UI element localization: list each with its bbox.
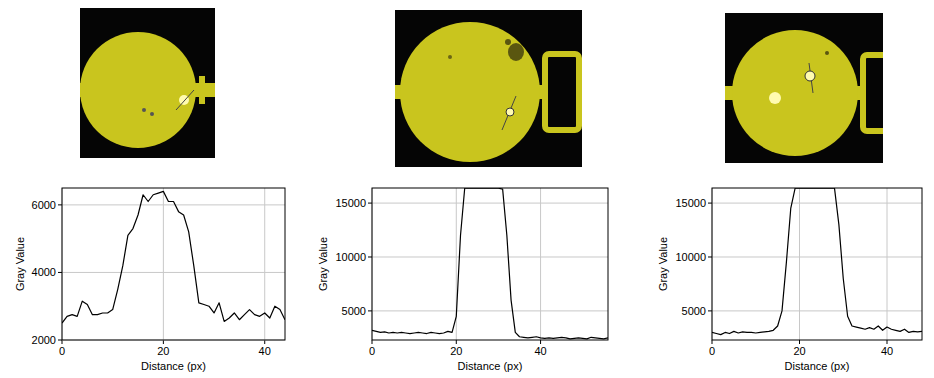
y-axis-title: Gray Value	[317, 237, 329, 291]
x-tick-label: 40	[259, 345, 271, 357]
tick-mark	[540, 340, 541, 344]
y-axis-title: Gray Value	[14, 237, 26, 291]
micrograph	[725, 13, 883, 163]
micrograph	[80, 8, 215, 158]
profile-line	[176, 90, 194, 110]
line-chart: 0 20 40 5000 10000 15000 Distance (px) Gray Val…	[657, 188, 922, 372]
y-tick-label: 6000	[32, 199, 56, 211]
plot-frame	[712, 188, 922, 340]
line-chart: 0 20 40 5000 10000 15000 Distance (px) Gray Val…	[317, 188, 608, 372]
data-group	[62, 191, 285, 323]
x-tick-label: 40	[881, 345, 893, 357]
tick-mark	[58, 204, 62, 205]
y-tick-label: 4000	[32, 266, 56, 278]
y-tick-label: 5000	[342, 305, 366, 317]
y-tick-label: 10000	[335, 251, 366, 263]
grid-line	[163, 188, 164, 340]
debris	[505, 39, 511, 45]
grid-line	[372, 203, 608, 204]
image-background	[725, 13, 883, 163]
x-tick-label: 0	[59, 345, 65, 357]
y-tick-label: 15000	[675, 197, 706, 209]
tick-mark	[163, 340, 164, 344]
line-chart: 0 20 40 2000 4000 6000 Distance (px) Gray Value	[14, 188, 285, 372]
y-tick-label: 5000	[682, 305, 706, 317]
grid-line	[540, 188, 541, 340]
grid-line	[62, 272, 285, 273]
figure: 02040200040006000Distance (px)Gray Value…	[0, 0, 934, 378]
debris	[448, 55, 452, 59]
x-axis-title: Distance (px)	[785, 360, 850, 372]
grid-line	[799, 188, 800, 340]
x-axis-title: Distance (px)	[141, 360, 206, 372]
profile-line	[62, 191, 285, 323]
bright-spot	[769, 92, 781, 104]
channel-loop	[863, 55, 883, 131]
image-background	[80, 8, 215, 158]
grid-line	[712, 310, 922, 311]
tick-mark	[799, 340, 800, 344]
x-tick-label: 0	[369, 345, 375, 357]
bright-spot	[506, 108, 514, 116]
chamber	[400, 22, 540, 162]
tick-mark	[368, 203, 372, 204]
grid-line	[62, 204, 285, 205]
profile-line	[502, 96, 516, 130]
channel	[199, 76, 205, 104]
bright-spot	[805, 71, 815, 81]
x-tick-label: 20	[450, 345, 462, 357]
bubble	[508, 43, 524, 61]
x-tick-label: 0	[709, 345, 715, 357]
x-axis-title: Distance (px)	[458, 360, 523, 372]
y-tick-label: 15000	[335, 197, 366, 209]
x-tick-label: 20	[157, 345, 169, 357]
grid-line	[372, 310, 608, 311]
chamber	[732, 30, 858, 156]
grid-line	[887, 188, 888, 340]
grid-line	[712, 203, 922, 204]
plot-area	[712, 188, 922, 340]
image-background	[395, 10, 582, 167]
tick-mark	[712, 340, 713, 344]
tick-mark	[368, 310, 372, 311]
tick-mark	[708, 203, 712, 204]
data-group	[372, 188, 608, 339]
channel-loop	[545, 54, 579, 130]
plot-area	[62, 188, 285, 340]
plot-frame	[62, 188, 285, 340]
data-group	[712, 188, 922, 334]
tick-mark	[887, 340, 888, 344]
tick-mark	[58, 272, 62, 273]
x-tick-label: 40	[534, 345, 546, 357]
plot-area	[372, 188, 608, 340]
profile-line	[372, 188, 608, 339]
debris	[142, 108, 146, 112]
tick-mark	[264, 340, 265, 344]
tick-mark	[708, 256, 712, 257]
grid-line	[264, 188, 265, 340]
y-tick-label: 2000	[32, 334, 56, 346]
y-tick-label: 10000	[675, 251, 706, 263]
channel	[579, 85, 582, 99]
tick-mark	[456, 340, 457, 344]
tick-mark	[368, 256, 372, 257]
x-tick-label: 20	[793, 345, 805, 357]
profile-line	[712, 188, 922, 334]
debris	[825, 51, 829, 55]
chamber	[80, 32, 196, 148]
tick-mark	[372, 340, 373, 344]
grid-line	[712, 256, 922, 257]
debris	[150, 112, 154, 116]
y-axis-title: Gray Value	[657, 237, 669, 291]
grid-line	[372, 256, 608, 257]
plot-frame	[372, 188, 608, 340]
tick-mark	[708, 310, 712, 311]
tick-mark	[62, 340, 63, 344]
micrograph	[395, 10, 582, 167]
tick-mark	[58, 340, 62, 341]
